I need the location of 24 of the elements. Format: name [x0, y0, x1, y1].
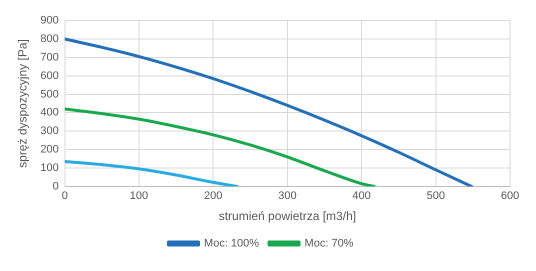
legend-label: Moc: 100%: [204, 238, 260, 250]
x-tick-label: 100: [130, 190, 148, 202]
y-tick-label: 100: [40, 162, 59, 174]
x-tick-label: 200: [204, 190, 222, 202]
y-tick-label: 300: [40, 125, 59, 138]
y-tick-label: 900: [40, 14, 59, 27]
line-series: [64, 108, 376, 186]
legend-label: Moc: 70%: [304, 238, 354, 250]
y-tick-label: 200: [40, 144, 59, 156]
y-tick-label: 800: [40, 33, 59, 46]
x-tick-label: 500: [426, 190, 445, 202]
x-axis-title: strumień powietrza [m3/h]: [218, 209, 356, 224]
line-series: [64, 38, 473, 186]
y-tick-label: 500: [40, 88, 59, 100]
y-tick-label: 600: [40, 70, 59, 82]
x-tick-label: 600: [500, 190, 520, 202]
x-tick-label: 0: [62, 190, 68, 202]
y-tick-label: 400: [40, 106, 59, 119]
line-series: [64, 160, 238, 186]
y-axis-title: spręż dyspozycyjny [Pa]: [16, 39, 30, 168]
x-tick-label: 300: [278, 190, 297, 202]
y-tick-label: 700: [40, 51, 59, 64]
x-tick-label: 400: [352, 190, 371, 202]
y-tick-label: 0: [52, 180, 59, 192]
